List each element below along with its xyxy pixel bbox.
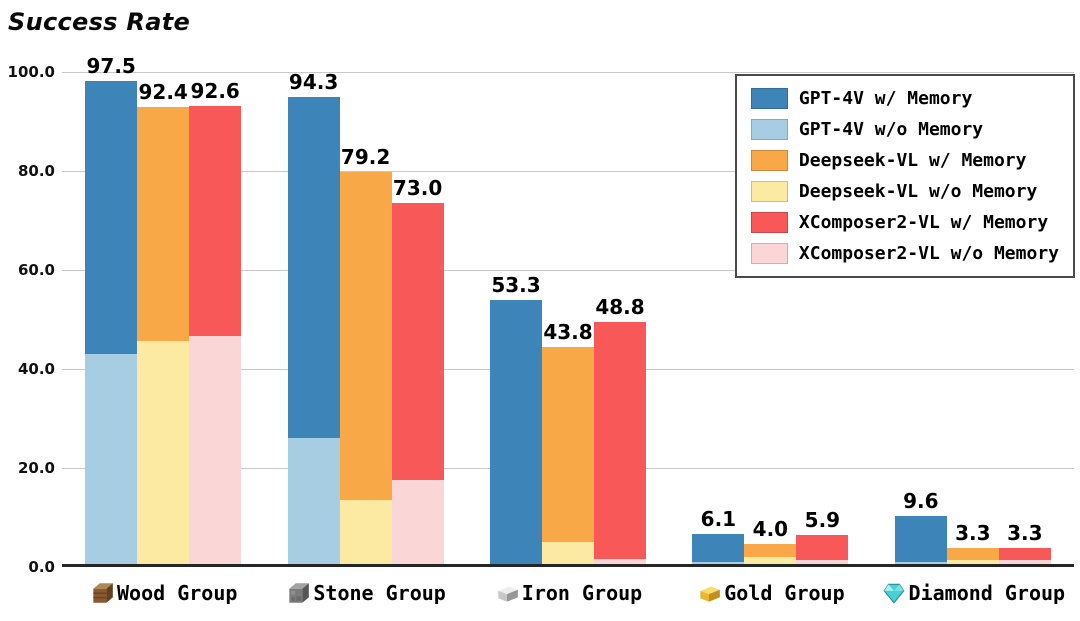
bar-value-label: 94.3	[288, 70, 339, 95]
legend-label: GPT-4V w/ Memory	[798, 88, 973, 109]
bar-gpt-4v-w-o-memory	[894, 561, 947, 564]
bar-value-label: 6.1	[700, 506, 737, 531]
x-category-label: Iron Group	[521, 581, 643, 605]
bar-value-label: 4.0	[752, 517, 789, 542]
gridline	[62, 171, 1074, 172]
bar-xcomposer2-vl-w-o-memory	[796, 560, 849, 564]
legend-item: XComposer2-VL w/ Memory	[750, 212, 1059, 233]
bar-xcomposer2-vl-w-o-memory	[189, 336, 242, 564]
legend-item: GPT-4V w/o Memory	[750, 119, 1059, 140]
bar-deepseek-vl-w-o-memory	[946, 560, 999, 564]
y-tick-label: 40.0	[17, 360, 55, 378]
legend-swatch	[750, 150, 788, 171]
bar-deepseek-vl-w-memory	[542, 347, 594, 564]
diamond-icon	[881, 580, 907, 606]
wood-block-icon	[89, 580, 115, 606]
bar-gpt-4v-w-memory	[490, 300, 542, 564]
legend-label: XComposer2-VL w/ Memory	[798, 212, 1049, 233]
legend-swatch	[750, 212, 788, 233]
plot-area: 97.5 92.4 92.6 94.3 79.2 73.0 53.3 43.8 48.8 6.1 4…	[62, 55, 1074, 567]
x-category-diamond-group: Diamond Group	[872, 572, 1074, 614]
x-category-label: Diamond Group	[908, 581, 1066, 605]
y-tick-label: 80.0	[17, 162, 55, 180]
gridline	[62, 270, 1074, 271]
legend-item: XComposer2-VL w/o Memory	[750, 243, 1059, 264]
legend-swatch	[750, 243, 788, 264]
bar-gpt-4v-w-o-memory	[85, 353, 138, 564]
bar-gpt-4v-w-o-memory	[692, 561, 745, 564]
y-tick-label: 20.0	[17, 459, 55, 477]
bar-value-label: 9.6	[903, 489, 939, 514]
x-category-wood-group: Wood Group	[62, 572, 264, 614]
bar-gpt-4v-w-memory	[894, 516, 947, 564]
legend-item: Deepseek-VL w/ Memory	[750, 150, 1059, 171]
legend-label: XComposer2-VL w/o Memory	[798, 243, 1059, 264]
x-category-stone-group: Stone Group	[264, 572, 466, 614]
x-category-label: Gold Group	[724, 581, 845, 605]
y-tick-label: 0.0	[28, 558, 55, 576]
bar-value-label: 48.8	[595, 295, 645, 320]
legend: GPT-4V w/ Memory GPT-4V w/o Memory Deepsee…	[734, 74, 1075, 278]
bar-value-label: 5.9	[804, 507, 841, 532]
bar-value-label: 53.3	[491, 273, 541, 298]
bar-xcomposer2-vl-w-memory	[796, 534, 849, 564]
bar-gpt-4v-w-o-memory	[287, 437, 340, 564]
legend-item: GPT-4V w/ Memory	[750, 88, 1059, 109]
legend-label: GPT-4V w/o Memory	[798, 119, 984, 140]
x-category-label: Stone Group	[313, 581, 446, 605]
legend-swatch	[750, 181, 788, 202]
bar-xcomposer2-vl-w-o-memory	[594, 559, 646, 564]
legend-item: Deepseek-VL w/o Memory	[750, 181, 1059, 202]
legend-swatch	[750, 88, 788, 109]
bar-xcomposer2-vl-w-memory	[998, 547, 1051, 564]
bar-value-label: 92.6	[190, 78, 240, 103]
bar-deepseek-vl-w-o-memory	[339, 499, 392, 564]
legend-label: Deepseek-VL w/o Memory	[798, 181, 1038, 202]
bar-value-label: 97.5	[86, 54, 136, 79]
bar-deepseek-vl-w-memory	[339, 171, 392, 564]
bar-value-label: 79.2	[340, 144, 391, 169]
bar-value-label: 43.8	[543, 320, 593, 345]
y-tick-label: 100.0	[7, 63, 55, 81]
bar-deepseek-vl-w-o-memory	[542, 541, 594, 564]
bar-gpt-4v-w-memory	[692, 533, 745, 564]
y-tick-label: 60.0	[17, 261, 55, 279]
gold-ingot-icon	[696, 580, 722, 606]
bar-value-label: 92.4	[138, 79, 188, 104]
bar-value-label: 3.3	[955, 520, 991, 545]
x-category-iron-group: Iron Group	[467, 572, 669, 614]
x-axis-labels: Wood Group Stone Group Iron Group Gold Grou…	[62, 572, 1074, 614]
bar-deepseek-vl-w-memory	[946, 547, 999, 564]
bar-deepseek-vl-w-o-memory	[744, 556, 797, 564]
bar-xcomposer2-vl-w-o-memory	[998, 560, 1051, 564]
x-category-label: Wood Group	[116, 581, 238, 605]
iron-ingot-icon	[494, 580, 520, 606]
gridline	[62, 72, 1074, 73]
bar-deepseek-vl-w-o-memory	[137, 341, 190, 564]
legend-swatch	[750, 119, 788, 140]
bar-value-label: 3.3	[1007, 520, 1043, 545]
bar-value-label: 73.0	[392, 175, 443, 200]
bar-xcomposer2-vl-w-memory	[594, 322, 646, 564]
stone-block-icon	[285, 580, 311, 606]
legend-label: Deepseek-VL w/ Memory	[798, 150, 1027, 171]
chart-title: Success Rate	[8, 8, 191, 36]
x-category-gold-group: Gold Group	[669, 572, 871, 614]
bar-xcomposer2-vl-w-o-memory	[391, 479, 444, 564]
